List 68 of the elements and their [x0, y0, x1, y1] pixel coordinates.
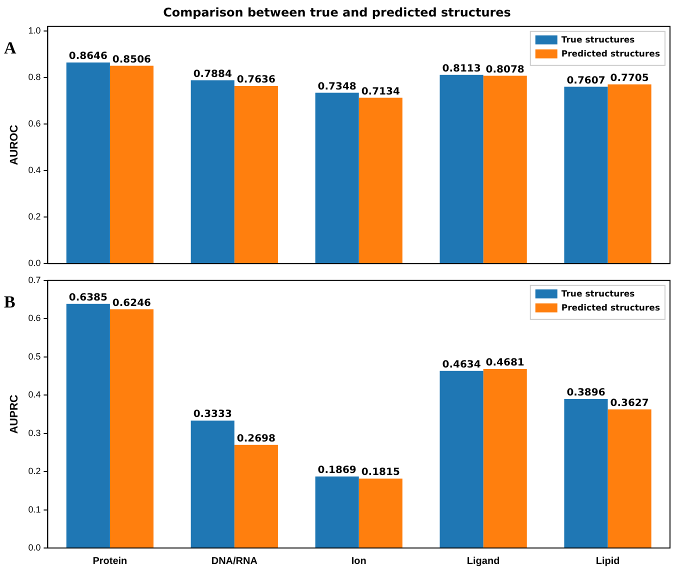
bar	[564, 399, 608, 548]
data-label: 0.7134	[361, 86, 400, 98]
y-tick-label: 0.3	[28, 428, 41, 438]
bar	[66, 304, 110, 548]
bar	[234, 444, 278, 548]
data-label: 0.7636	[236, 74, 276, 86]
y-tick-label: 0.6	[28, 118, 41, 129]
data-label: 0.8113	[442, 64, 481, 75]
bar	[66, 62, 110, 264]
data-label: 0.6246	[112, 298, 152, 309]
bar	[190, 80, 234, 264]
data-label: 0.3627	[610, 398, 649, 409]
data-label: 0.1815	[361, 467, 400, 478]
y-axis-title: AUPRC	[8, 394, 21, 434]
y-tick-label: 0.2	[28, 212, 41, 222]
bar	[483, 369, 527, 548]
data-label: 0.7607	[566, 75, 606, 86]
data-label: 0.8078	[486, 64, 524, 76]
y-tick-label: 0.0	[28, 542, 41, 552]
chart-title: Comparison between true and predicted structures	[163, 5, 511, 20]
y-axis-title: AUROC	[8, 124, 21, 166]
x-tick-label: Protein	[92, 556, 128, 567]
legend-label: Predicted structures	[561, 304, 660, 314]
data-label: 0.8646	[68, 51, 108, 62]
bar	[358, 98, 402, 264]
data-label: 0.7884	[193, 68, 232, 80]
y-tick-label: 1.0	[28, 26, 41, 36]
legend-label: True structures	[561, 290, 635, 300]
bar	[315, 92, 359, 264]
y-tick-label: 0.8	[28, 72, 41, 82]
text: B	[4, 292, 16, 312]
bar	[234, 86, 278, 264]
data-label: 0.2698	[236, 433, 276, 444]
bar	[190, 420, 234, 548]
legend-label: Predicted structures	[561, 50, 660, 60]
y-tick-label: 0.7	[28, 274, 41, 285]
y-tick-label: 0.4	[28, 390, 41, 400]
data-label: 0.3896	[566, 388, 606, 399]
y-tick-label: 0.6	[28, 313, 41, 324]
bar	[110, 309, 154, 548]
data-label: 0.4681	[486, 358, 524, 369]
y-tick-label: 0.4	[28, 165, 41, 176]
y-tick-label: 0.0	[28, 258, 41, 268]
bar	[608, 84, 652, 264]
data-label: 0.8506	[112, 54, 152, 66]
bar	[315, 476, 359, 548]
x-tick-label: Ion	[351, 556, 366, 567]
y-tick-label: 0.5	[28, 351, 41, 362]
bar	[608, 409, 652, 548]
data-label: 0.4634	[442, 359, 481, 370]
y-tick-label: 0.1	[28, 504, 41, 514]
data-label: 0.1869	[318, 465, 356, 476]
data-label: 0.6385	[68, 292, 108, 304]
bar	[358, 478, 402, 548]
bar	[110, 66, 154, 264]
bar	[440, 370, 484, 548]
legend-label: True structures	[561, 36, 635, 46]
y-tick-label: 0.2	[28, 466, 41, 476]
data-label: 0.3333	[193, 409, 232, 420]
data-label: 0.7705	[610, 73, 649, 84]
x-tick-label: Ligand	[466, 556, 500, 567]
x-tick-label: DNA/RNA	[211, 556, 258, 567]
bar	[440, 74, 484, 264]
x-tick-label: Lipid	[596, 556, 620, 567]
bar	[564, 86, 608, 264]
data-label: 0.7348	[318, 81, 356, 92]
text: A	[4, 38, 17, 58]
bar	[483, 76, 527, 264]
